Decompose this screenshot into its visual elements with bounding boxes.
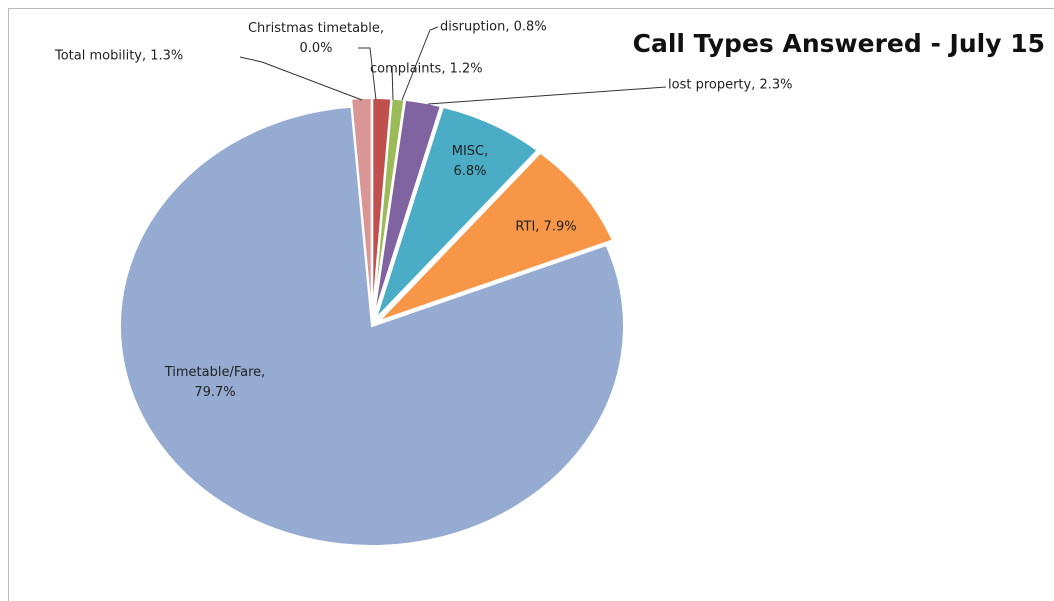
leader-line <box>401 26 439 101</box>
leader-line <box>427 86 667 105</box>
data-label: Total mobility, 1.3% <box>54 49 183 64</box>
leader-line <box>358 47 377 101</box>
data-label: Christmas timetable, 0.0% <box>248 21 384 56</box>
data-label: Timetable/Fare, 79.7% <box>164 365 266 400</box>
pie-slice <box>372 98 443 319</box>
data-label-line: Christmas timetable, <box>248 21 384 36</box>
data-label: RTI, 7.9% <box>515 220 576 235</box>
leader-line <box>239 56 363 101</box>
pie-slice <box>377 151 615 323</box>
data-label-line: Timetable/Fare, <box>164 365 266 380</box>
chart-title: Call Types Answered - July 15 <box>633 29 1045 58</box>
data-label-line: MISC, <box>452 144 489 159</box>
data-label-line: 0.0% <box>299 41 332 56</box>
data-label: complaints, 1.2% <box>370 62 483 77</box>
pie-slice <box>350 97 373 319</box>
leader-line <box>391 65 394 101</box>
data-label: lost property, 2.3% <box>668 78 793 93</box>
data-label: MISC, 6.8% <box>452 144 489 179</box>
pie-slice <box>119 105 625 547</box>
data-label-line: 79.7% <box>194 385 235 400</box>
pie-slice <box>374 105 540 320</box>
data-label-line: 6.8% <box>453 164 486 179</box>
data-label: disruption, 0.8% <box>440 20 547 35</box>
